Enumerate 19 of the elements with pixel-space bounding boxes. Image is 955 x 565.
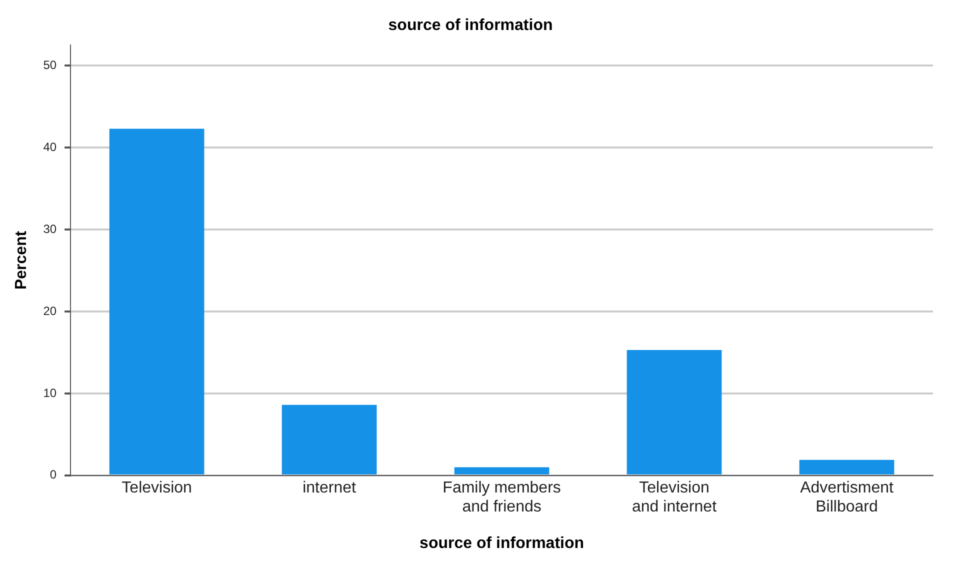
x-tick-label: Family members and friends [442, 479, 561, 516]
bar [282, 404, 377, 474]
chart-title: source of information [388, 17, 553, 34]
bar [799, 460, 894, 474]
y-tick-label: 0 [50, 468, 57, 482]
bar [109, 128, 204, 474]
y-tick-label: 50 [43, 58, 57, 72]
bar [626, 350, 722, 474]
y-tick-label: 10 [43, 386, 57, 400]
y-tick-label: 40 [43, 140, 57, 154]
bar [454, 467, 550, 474]
x-axis-title: source of information [420, 534, 584, 552]
y-axis-title: Percent [13, 230, 30, 290]
y-tick-label: 30 [43, 222, 57, 236]
y-tick-label: 20 [43, 304, 57, 318]
x-tick-label: Television [122, 479, 192, 496]
x-tick-label: Advertisment Billboard [800, 479, 894, 516]
x-tick-label: internet [302, 479, 357, 496]
x-tick-label: Television and internet [632, 479, 718, 516]
